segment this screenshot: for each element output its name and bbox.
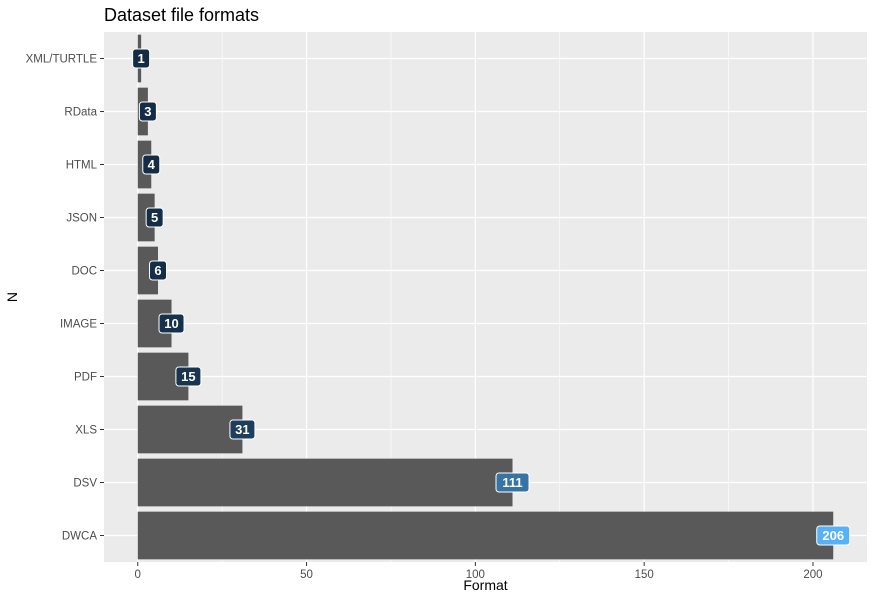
y-tick-label: PDF <box>74 372 97 384</box>
bar-dsv <box>137 458 513 507</box>
data-label: 206 <box>822 528 844 543</box>
y-axis-title: N <box>4 292 20 302</box>
x-tick-label: 50 <box>300 569 313 581</box>
data-label-box <box>495 472 530 493</box>
y-tick-label: DSV <box>73 478 97 490</box>
data-label-box <box>816 525 851 546</box>
data-label: 6 <box>154 263 161 278</box>
x-axis-title: Format <box>463 577 507 593</box>
bar-xls <box>137 405 243 454</box>
bar-doc <box>137 246 159 295</box>
x-tick-label: 150 <box>635 569 654 581</box>
bar-dwca <box>137 511 834 560</box>
y-tick-label: JSON <box>66 213 97 225</box>
data-label: 31 <box>235 422 249 437</box>
data-label: 5 <box>151 210 158 225</box>
data-labels: 1 3 4 5 6 10 15 31 111 206 <box>132 48 851 546</box>
data-label: 1 <box>138 51 145 66</box>
data-label: 4 <box>148 157 156 172</box>
data-label-box <box>175 366 202 387</box>
data-label-box <box>142 154 161 175</box>
y-tick-label: XLS <box>75 425 97 437</box>
data-label-box <box>229 419 256 440</box>
x-axis: 0 50 100 150 200 <box>135 562 823 581</box>
data-label: 111 <box>502 475 522 490</box>
y-tick-label: RData <box>64 107 97 119</box>
x-tick-label: 200 <box>803 569 822 581</box>
data-label-box <box>149 260 168 281</box>
data-label: 3 <box>144 104 151 119</box>
y-axis: XML/TURTLE RData HTML JSON DOC IMAGE PDF XLS DSV… <box>26 54 104 543</box>
y-tick-label: DWCA <box>62 531 97 543</box>
x-tick-label: 0 <box>135 569 141 581</box>
x-tick-label: 100 <box>466 569 485 581</box>
data-label: 15 <box>181 369 195 384</box>
y-tick-label: HTML <box>66 160 98 172</box>
data-label-box <box>145 207 164 228</box>
data-label-box <box>138 101 157 122</box>
y-tick-label: XML/TURTLE <box>26 54 98 66</box>
data-label-box <box>158 313 185 334</box>
y-tick-label: DOC <box>71 266 97 278</box>
chart-title: Dataset file formats <box>104 5 259 25</box>
data-label: 10 <box>164 316 178 331</box>
y-tick-label: IMAGE <box>60 319 97 331</box>
data-label-box <box>132 48 151 69</box>
